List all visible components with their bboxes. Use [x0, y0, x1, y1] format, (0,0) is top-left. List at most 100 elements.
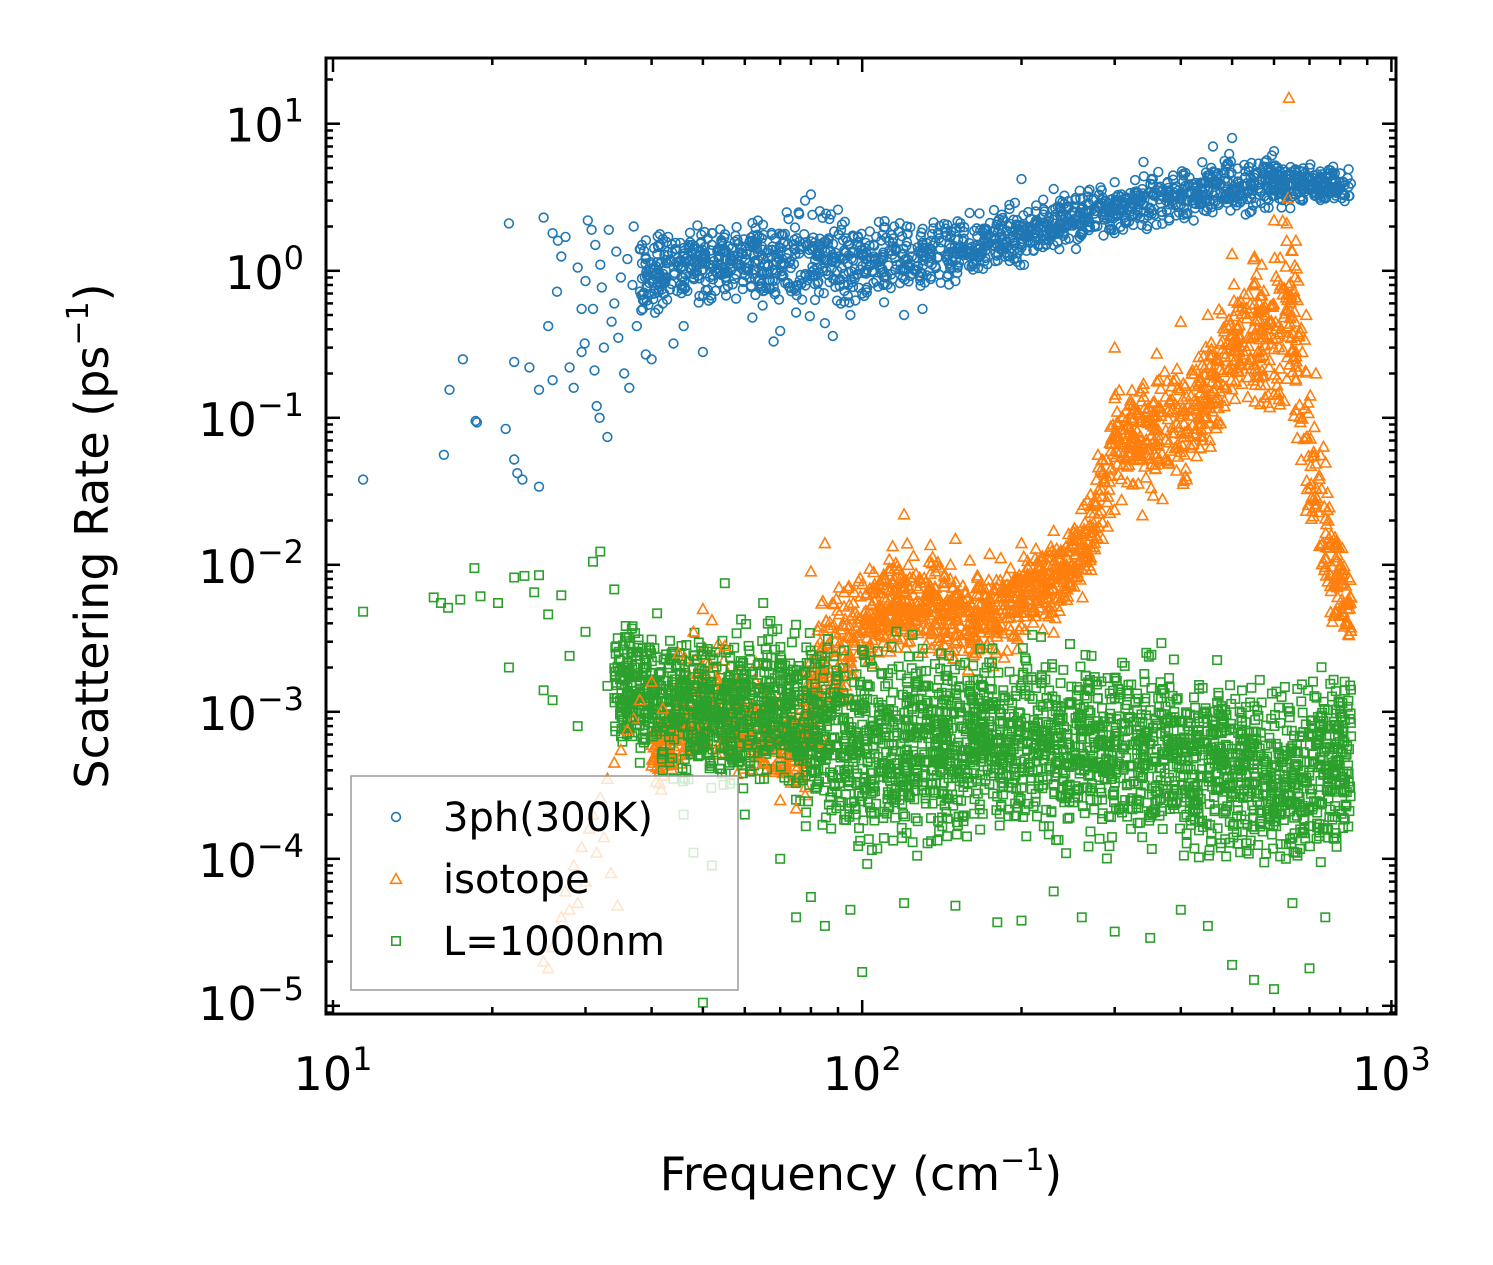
band-point — [1153, 166, 1164, 178]
band-point — [1265, 184, 1277, 196]
band-point — [789, 222, 801, 233]
band-point — [1009, 237, 1020, 249]
band-point — [999, 242, 1010, 253]
band-point — [775, 641, 786, 652]
band-point — [812, 262, 823, 273]
band-point — [732, 254, 743, 265]
band-point — [652, 608, 663, 619]
band-point — [904, 261, 916, 273]
band-point — [1133, 199, 1144, 210]
band-point — [1167, 174, 1179, 185]
band-point — [990, 232, 1002, 244]
band-point — [1228, 391, 1242, 405]
band-point — [1134, 817, 1145, 828]
band-point — [972, 231, 983, 242]
band-point — [662, 250, 674, 261]
band-point — [848, 231, 859, 243]
band-point — [1223, 158, 1234, 169]
band-point — [828, 226, 840, 237]
band-point — [752, 229, 763, 241]
band-point — [992, 255, 1003, 266]
band-point — [1173, 207, 1185, 218]
band-point — [742, 265, 754, 276]
band-point — [1167, 170, 1179, 181]
band-point — [1105, 223, 1117, 235]
band-point — [968, 225, 980, 237]
band-point — [706, 293, 717, 304]
band-point — [1231, 185, 1243, 196]
band-point — [1059, 198, 1070, 210]
band-point — [756, 244, 768, 255]
band-point — [834, 253, 845, 264]
band-point — [1084, 184, 1095, 195]
band-point — [1249, 267, 1264, 280]
band-point — [860, 237, 872, 249]
band-point — [1178, 170, 1189, 181]
band-point — [888, 835, 899, 846]
band-point — [826, 263, 837, 274]
band-point — [873, 216, 885, 228]
band-point — [890, 243, 901, 254]
band-point — [730, 269, 741, 280]
band-point — [1012, 247, 1023, 259]
band-point — [885, 539, 900, 552]
band-point — [809, 237, 821, 248]
band-point — [890, 812, 901, 823]
band-point — [755, 283, 766, 295]
band-point — [760, 283, 772, 294]
dense-data-bands — [609, 148, 1358, 869]
band-point — [1200, 194, 1212, 206]
band-point — [1058, 228, 1070, 239]
band-point — [1057, 196, 1068, 208]
band-point — [1004, 199, 1015, 211]
band-point — [784, 256, 796, 267]
band-point — [825, 245, 836, 256]
band-point — [1243, 161, 1255, 173]
band-point — [821, 255, 833, 266]
band-point — [1043, 215, 1055, 227]
band-point — [879, 215, 890, 227]
band-point — [974, 208, 985, 219]
band-point — [1037, 194, 1049, 205]
band-point — [738, 234, 750, 245]
band-point — [769, 275, 781, 286]
band-point — [1054, 244, 1065, 255]
band-point — [1006, 226, 1018, 237]
band-point — [766, 227, 777, 239]
band-point — [1220, 161, 1232, 172]
band-point — [809, 294, 821, 306]
band-point — [1259, 857, 1270, 868]
band-point — [789, 234, 800, 245]
band-point — [1183, 179, 1194, 190]
band-point — [1030, 206, 1041, 217]
band-point — [1070, 243, 1082, 255]
band-point — [901, 557, 916, 571]
band-point — [804, 311, 815, 322]
band-point — [1074, 185, 1085, 196]
band-point — [1170, 361, 1184, 375]
band-point — [1253, 179, 1264, 190]
band-point — [757, 300, 768, 311]
band-point — [1308, 676, 1319, 687]
band-point — [991, 250, 1002, 261]
band-point — [752, 215, 764, 226]
band-point — [738, 264, 750, 275]
band-point — [1126, 206, 1137, 217]
band-point — [1223, 148, 1235, 160]
band-point — [847, 281, 859, 293]
plot-area — [357, 90, 1358, 1008]
band-point — [693, 297, 704, 308]
band-point — [813, 251, 824, 262]
band-point — [1297, 193, 1308, 205]
band-point — [1156, 638, 1167, 649]
band-point — [1110, 404, 1124, 417]
band-point — [962, 675, 973, 686]
band-point — [1321, 179, 1332, 190]
band-point — [868, 277, 879, 288]
band-point — [982, 546, 997, 560]
band-point — [801, 807, 812, 818]
band-point — [1225, 680, 1236, 691]
band-point — [1150, 346, 1164, 359]
band-point — [699, 226, 710, 238]
